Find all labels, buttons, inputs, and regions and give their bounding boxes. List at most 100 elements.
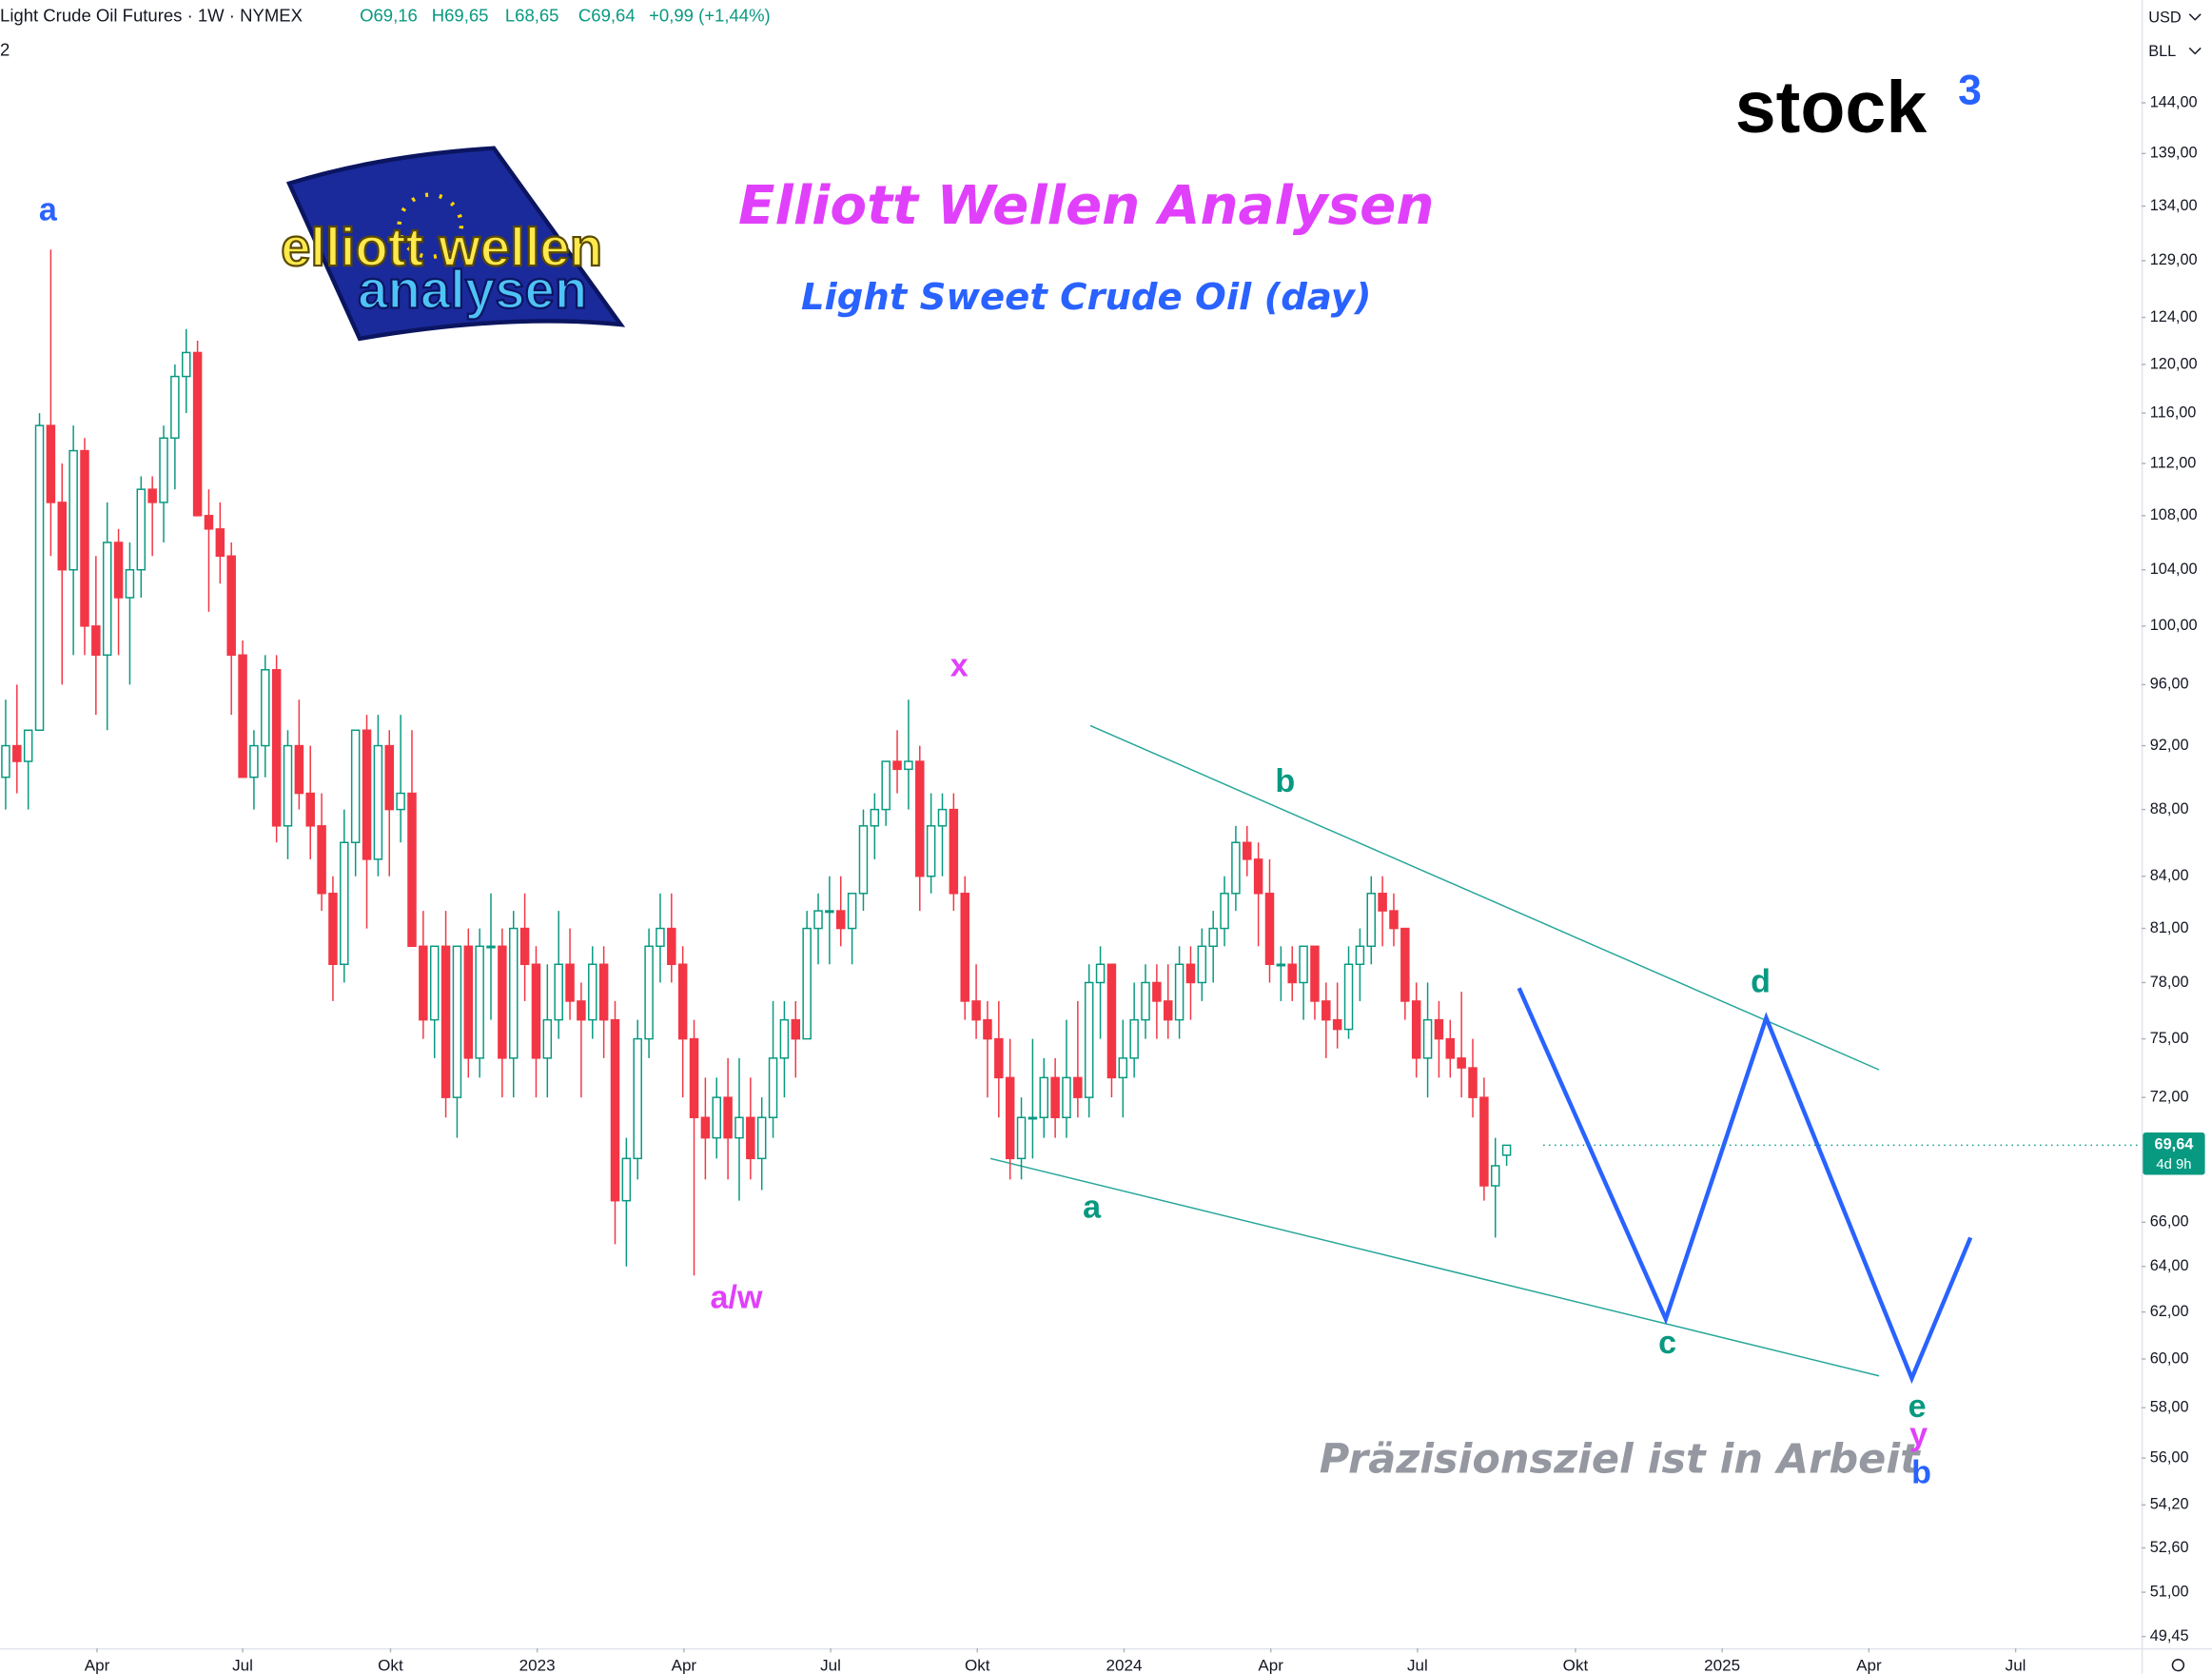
y-tick-label: 75,00 <box>2150 1030 2189 1047</box>
candle-body <box>656 927 665 948</box>
candle-body <box>1141 981 1150 1021</box>
candle-body <box>1197 945 1207 984</box>
candle-body <box>667 927 676 966</box>
candle-body <box>1422 1018 1433 1059</box>
price-tag <box>2143 1132 2205 1175</box>
candle-body <box>204 515 214 530</box>
candle-body <box>1016 1116 1027 1160</box>
candle-body <box>971 1000 981 1021</box>
dropdown-arrows <box>2188 13 2202 55</box>
logo-line2: analysen <box>358 259 587 319</box>
candle-body <box>983 1018 992 1040</box>
y-tick-label: 49,45 <box>2150 1627 2189 1644</box>
candle-body <box>949 808 959 895</box>
candle-body <box>644 945 654 1040</box>
candle-body <box>159 437 168 503</box>
x-tick-label: Jul <box>232 1657 253 1674</box>
candle-body <box>373 744 383 860</box>
candle-body <box>577 1000 586 1021</box>
candle-body <box>791 1018 801 1040</box>
candle-body <box>779 1018 790 1059</box>
candle-body <box>1231 841 1241 895</box>
candle-body <box>23 729 33 762</box>
y-tick-label: 116,00 <box>2150 404 2197 421</box>
candle-body <box>1321 1000 1331 1021</box>
candle-body <box>113 542 124 599</box>
candle-body <box>1411 1000 1421 1059</box>
axes: 144,00 139,00 134,00 129,00 124,00 120,00 116,… <box>85 93 2198 1674</box>
settings-icon[interactable] <box>2171 1658 2185 1672</box>
candle-body <box>1445 1037 1456 1059</box>
candle-body <box>170 375 180 440</box>
candle-body <box>554 963 563 1021</box>
candle-body <box>102 542 112 657</box>
wave-projection <box>1517 987 1973 1385</box>
brand: stock <box>1735 67 1928 148</box>
y-tick-label: 120,00 <box>2150 355 2198 372</box>
logo-flag <box>285 146 626 342</box>
candle-body <box>915 760 925 877</box>
candle-body <box>238 654 247 778</box>
channel-line <box>1089 724 1880 1071</box>
candle-body <box>1287 963 1297 984</box>
x-tick-label: Apr <box>672 1657 697 1674</box>
candle-body <box>215 528 225 558</box>
candle-body <box>870 808 880 827</box>
y-tick-label: 66,00 <box>2150 1213 2189 1231</box>
candle-body <box>1468 1067 1478 1098</box>
candle-body <box>350 729 361 843</box>
candle-body <box>463 945 474 1059</box>
x-tick-label: Jul <box>2006 1657 2026 1674</box>
wave-label: e <box>1909 1388 1927 1425</box>
currency[interactable]: USD <box>2148 10 2181 27</box>
candle-body <box>1490 1165 1500 1187</box>
left-fragment: 2 <box>0 39 10 59</box>
x-tick-label: Apr <box>85 1657 110 1674</box>
candle-body <box>1501 1144 1512 1156</box>
candle-body <box>1366 893 1377 948</box>
y-tick-label: 72,00 <box>2150 1088 2189 1105</box>
wave-label: a/w <box>711 1280 763 1316</box>
unit[interactable]: BLL <box>2148 43 2176 60</box>
candle-body <box>1389 910 1399 930</box>
logo-stars <box>397 192 464 260</box>
candle-body <box>847 893 857 930</box>
logo: elliott wellen analysen <box>280 146 626 342</box>
candle-body <box>271 669 282 827</box>
y-tick-label: 144,00 <box>2150 93 2198 110</box>
ohlc-open: O69,16 <box>360 6 418 26</box>
x-tick-label: 2025 <box>1704 1657 1740 1674</box>
x-tick-label: 2024 <box>1106 1657 1143 1674</box>
wave-label: b <box>1275 763 1295 799</box>
candle-body <box>34 424 45 732</box>
candle-body <box>147 488 157 503</box>
candle-body <box>610 1018 620 1202</box>
candle-body <box>813 910 823 930</box>
price-tag-label: 69,64 <box>2155 1136 2194 1153</box>
candle-body <box>475 945 484 1059</box>
wave-label: y <box>1909 1416 1928 1452</box>
candle-body <box>328 893 338 966</box>
title: Elliott Wellen Analysen <box>738 175 1434 237</box>
ohlc-high: H69,65 <box>432 6 489 26</box>
y-tick-label: 129,00 <box>2150 251 2198 268</box>
y-tick-label: 52,60 <box>2150 1539 2189 1556</box>
x-tick-label: Okt <box>965 1657 990 1674</box>
candle-body <box>835 910 846 930</box>
candle-body <box>825 910 834 914</box>
candle-body <box>565 963 575 1002</box>
candle-body <box>1310 945 1320 1002</box>
candle-body <box>1332 1018 1342 1031</box>
candle-body <box>1276 963 1286 967</box>
candle-body <box>69 449 78 571</box>
candle-body <box>125 568 135 599</box>
ohlc-low: L68,65 <box>505 6 559 26</box>
y-tick-label: 64,00 <box>2150 1257 2189 1274</box>
candle-body <box>283 744 293 827</box>
candle-body <box>700 1116 711 1139</box>
x-tick-label: 2023 <box>519 1657 556 1674</box>
candle-body <box>396 792 405 811</box>
y-tick-label: 56,00 <box>2150 1448 2189 1466</box>
